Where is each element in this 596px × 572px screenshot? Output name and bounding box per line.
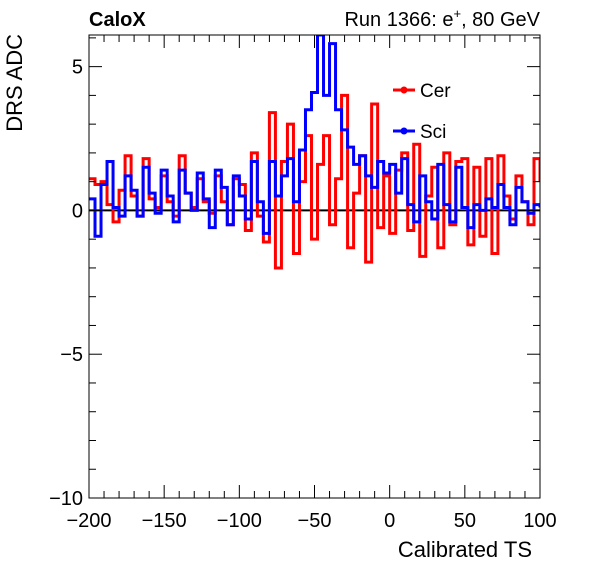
x-tick-label: −150 bbox=[142, 510, 187, 532]
x-tick-label: −200 bbox=[66, 510, 111, 532]
x-tick-label: 50 bbox=[454, 510, 476, 532]
series-line-cer bbox=[89, 93, 540, 270]
y-axis-title: DRS ADC bbox=[2, 34, 27, 132]
y-tick-label: 5 bbox=[72, 57, 83, 79]
plot-frame bbox=[88, 34, 541, 499]
y-tick-label: −5 bbox=[60, 344, 83, 366]
x-tick-label: 100 bbox=[523, 510, 556, 532]
experiment-label: CaloX bbox=[89, 9, 146, 31]
plot-area bbox=[89, 35, 540, 270]
legend-label-sci: Sci bbox=[420, 122, 446, 143]
legend-marker-sci bbox=[400, 127, 408, 135]
run-label-main: Run 1366: e bbox=[344, 9, 453, 31]
legend-marker-cer bbox=[400, 86, 408, 94]
x-tick-label: −100 bbox=[217, 510, 262, 532]
x-tick-label: −50 bbox=[298, 510, 332, 532]
run-label-energy: , 80 GeV bbox=[461, 9, 541, 31]
x-axis-title: Calibrated TS bbox=[398, 537, 532, 562]
series-line-sci bbox=[89, 35, 540, 238]
legend-label-cer: Cer bbox=[420, 81, 451, 102]
run-label: Run 1366: e+, 80 GeV bbox=[344, 6, 540, 31]
axes: −200 −150 −100 −50 0 50 100−10−505 bbox=[49, 34, 557, 532]
x-tick-label: 0 bbox=[384, 510, 395, 532]
y-tick-label: −10 bbox=[49, 488, 83, 510]
legend: Cer Sci bbox=[393, 81, 451, 143]
y-tick-label: 0 bbox=[72, 200, 83, 222]
run-label-superscript: + bbox=[453, 6, 461, 21]
